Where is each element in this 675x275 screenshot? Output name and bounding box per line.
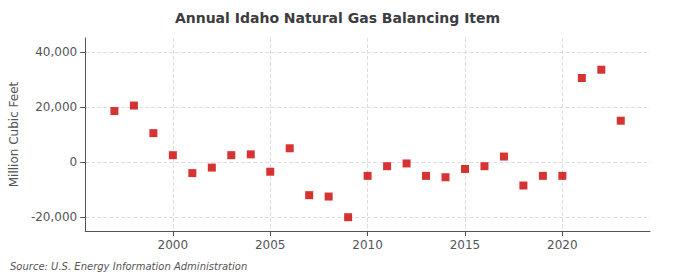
svg-text:2000: 2000 <box>158 238 189 252</box>
svg-text:40,000: 40,000 <box>35 45 77 59</box>
svg-text:2010: 2010 <box>352 238 383 252</box>
svg-text:Annual Idaho Natural Gas Balan: Annual Idaho Natural Gas Balancing Item <box>175 10 500 26</box>
svg-text:Source: U.S. Energy Informatio: Source: U.S. Energy Information Administ… <box>10 261 247 272</box>
svg-text:2015: 2015 <box>450 238 481 252</box>
svg-text:2005: 2005 <box>255 238 286 252</box>
svg-text:0: 0 <box>70 155 78 169</box>
svg-text:2020: 2020 <box>547 238 578 252</box>
svg-text:-20,000: -20,000 <box>31 210 77 224</box>
svg-text:20,000: 20,000 <box>35 100 77 114</box>
svg-text:Million Cubic Feet: Million Cubic Feet <box>7 81 21 187</box>
